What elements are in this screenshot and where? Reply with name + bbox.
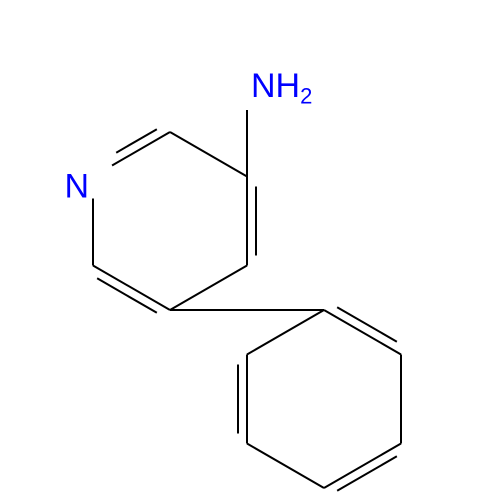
bond: [170, 266, 247, 311]
atom-label-nh: NH2: [251, 67, 312, 108]
bond-inner: [337, 307, 397, 341]
bond-inner: [337, 456, 397, 490]
bond: [93, 266, 170, 311]
bond: [247, 310, 324, 355]
atom-label-n: N: [64, 167, 89, 205]
bond-inner: [116, 129, 157, 152]
bond: [170, 132, 247, 177]
bond: [324, 444, 401, 489]
bond: [247, 444, 324, 489]
chemical-structure-diagram: N NH2: [0, 0, 500, 500]
bond: [324, 310, 401, 355]
bond: [112, 132, 170, 165]
bond-inner: [97, 278, 157, 312]
